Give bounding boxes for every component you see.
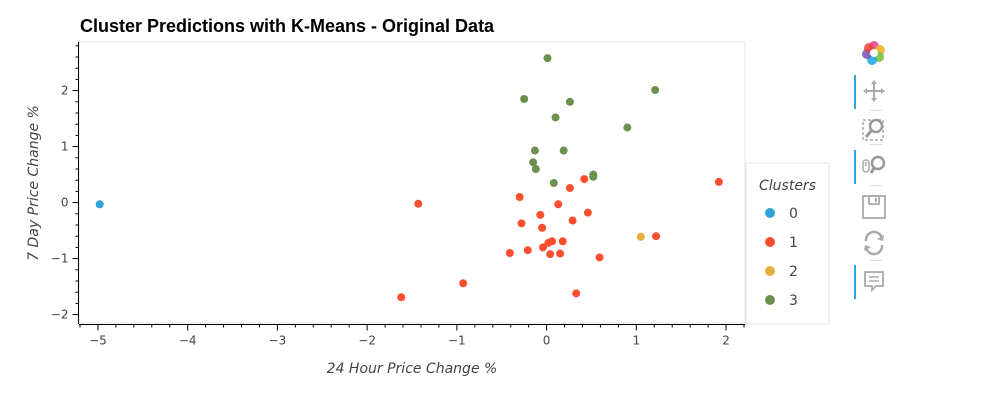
- cluster-1-point[interactable]: [556, 249, 565, 258]
- save-icon: [862, 195, 886, 219]
- cluster-1-point[interactable]: [397, 293, 406, 302]
- cluster-1-point[interactable]: [580, 175, 589, 184]
- cluster-1-point[interactable]: [538, 223, 547, 232]
- cluster-1-point[interactable]: [652, 232, 661, 241]
- legend-marker-2: [765, 266, 775, 276]
- y-tick-label: −2: [51, 308, 69, 322]
- pan-icon: [863, 80, 885, 102]
- chart-title: Cluster Predictions with K-Means - Origi…: [80, 16, 495, 36]
- cluster-1-point[interactable]: [459, 279, 468, 288]
- x-axis-ticks: −5 −4 −3 −2 −1 0 1 2: [79, 324, 745, 348]
- legend-box: [745, 162, 830, 325]
- y-tick-label: 1: [61, 140, 69, 154]
- legend-label-2: 2: [789, 264, 798, 280]
- x-axis-title: 24 Hour Price Change %: [327, 361, 498, 377]
- cluster-3-point[interactable]: [559, 146, 568, 155]
- cluster-1-point[interactable]: [583, 208, 592, 217]
- wheel-zoom-icon: [862, 155, 886, 174]
- y-axis-title: 7 Day Price Change %: [26, 105, 42, 261]
- cluster-1-point[interactable]: [515, 193, 524, 201]
- plot-area-frame: [78, 41, 746, 324]
- legend-marker-1: [765, 237, 775, 247]
- save-tool-button[interactable]: [854, 192, 894, 222]
- x-tick-label: −5: [89, 334, 107, 348]
- cluster-3-point[interactable]: [565, 97, 574, 106]
- cluster-1-point[interactable]: [572, 289, 581, 298]
- legend-title: Clusters: [759, 178, 816, 194]
- y-tick-label: 0: [61, 196, 69, 210]
- cluster-3-point[interactable]: [531, 165, 540, 173]
- x-tick-label: −3: [269, 334, 287, 348]
- legend: Clusters 0 1 2 3: [745, 162, 830, 325]
- cluster-1-point[interactable]: [523, 246, 532, 255]
- scatter-points: [95, 54, 723, 302]
- legend-label-0: 0: [789, 206, 798, 222]
- cluster-3-point[interactable]: [530, 146, 539, 155]
- y-axis-ticks: −2 −1 0 1 2: [51, 45, 79, 322]
- box-zoom-tool-button[interactable]: [854, 114, 894, 144]
- cluster-3-point[interactable]: [651, 86, 660, 95]
- legend-marker-3: [765, 295, 775, 305]
- y-tick-label: −1: [51, 252, 69, 266]
- legend-label-1: 1: [789, 235, 798, 251]
- cluster-3-point[interactable]: [529, 158, 538, 167]
- cluster-1-point[interactable]: [595, 253, 604, 262]
- bokeh-logo-icon: [862, 41, 885, 65]
- hover-tool-button[interactable]: [854, 265, 894, 299]
- y-tick-label: 2: [61, 84, 69, 98]
- cluster-1-point[interactable]: [546, 250, 555, 259]
- cluster-1-point[interactable]: [505, 249, 514, 257]
- reset-tool-button[interactable]: [854, 228, 894, 258]
- cluster-1-point[interactable]: [554, 200, 563, 209]
- cluster-2-point[interactable]: [636, 232, 645, 241]
- cluster-1-point[interactable]: [536, 210, 545, 219]
- cluster-1-point[interactable]: [558, 237, 567, 246]
- cluster-3-point[interactable]: [623, 123, 632, 132]
- x-tick-label: 0: [543, 334, 551, 348]
- x-tick-label: −2: [358, 334, 376, 348]
- x-tick-label: 1: [633, 334, 641, 348]
- hover-icon: [864, 271, 884, 293]
- cluster-1-point[interactable]: [568, 216, 577, 225]
- x-tick-label: −1: [448, 334, 466, 348]
- bokeh-logo[interactable]: [854, 38, 894, 68]
- reset-icon: [864, 230, 884, 256]
- x-tick-label: 2: [722, 334, 730, 348]
- x-tick-label: −4: [179, 334, 197, 348]
- wheel-zoom-tool-button[interactable]: [854, 150, 894, 184]
- cluster-3-point[interactable]: [520, 95, 529, 103]
- cluster-1-point[interactable]: [539, 243, 548, 252]
- cluster-3-point[interactable]: [549, 179, 558, 187]
- cluster-1-point[interactable]: [565, 184, 574, 193]
- legend-label-3: 3: [789, 293, 798, 309]
- cluster-1-point[interactable]: [714, 177, 723, 186]
- cluster-1-point[interactable]: [414, 199, 423, 208]
- box-zoom-icon: [862, 118, 884, 141]
- cluster-3-point[interactable]: [551, 113, 560, 122]
- pan-tool-button[interactable]: [854, 75, 894, 109]
- cluster-1-point[interactable]: [517, 219, 526, 228]
- cluster-3-point[interactable]: [589, 172, 598, 181]
- cluster-0-point[interactable]: [95, 200, 104, 209]
- legend-marker-0: [765, 208, 775, 218]
- cluster-1-point[interactable]: [547, 237, 556, 246]
- cluster-3-point[interactable]: [543, 54, 552, 63]
